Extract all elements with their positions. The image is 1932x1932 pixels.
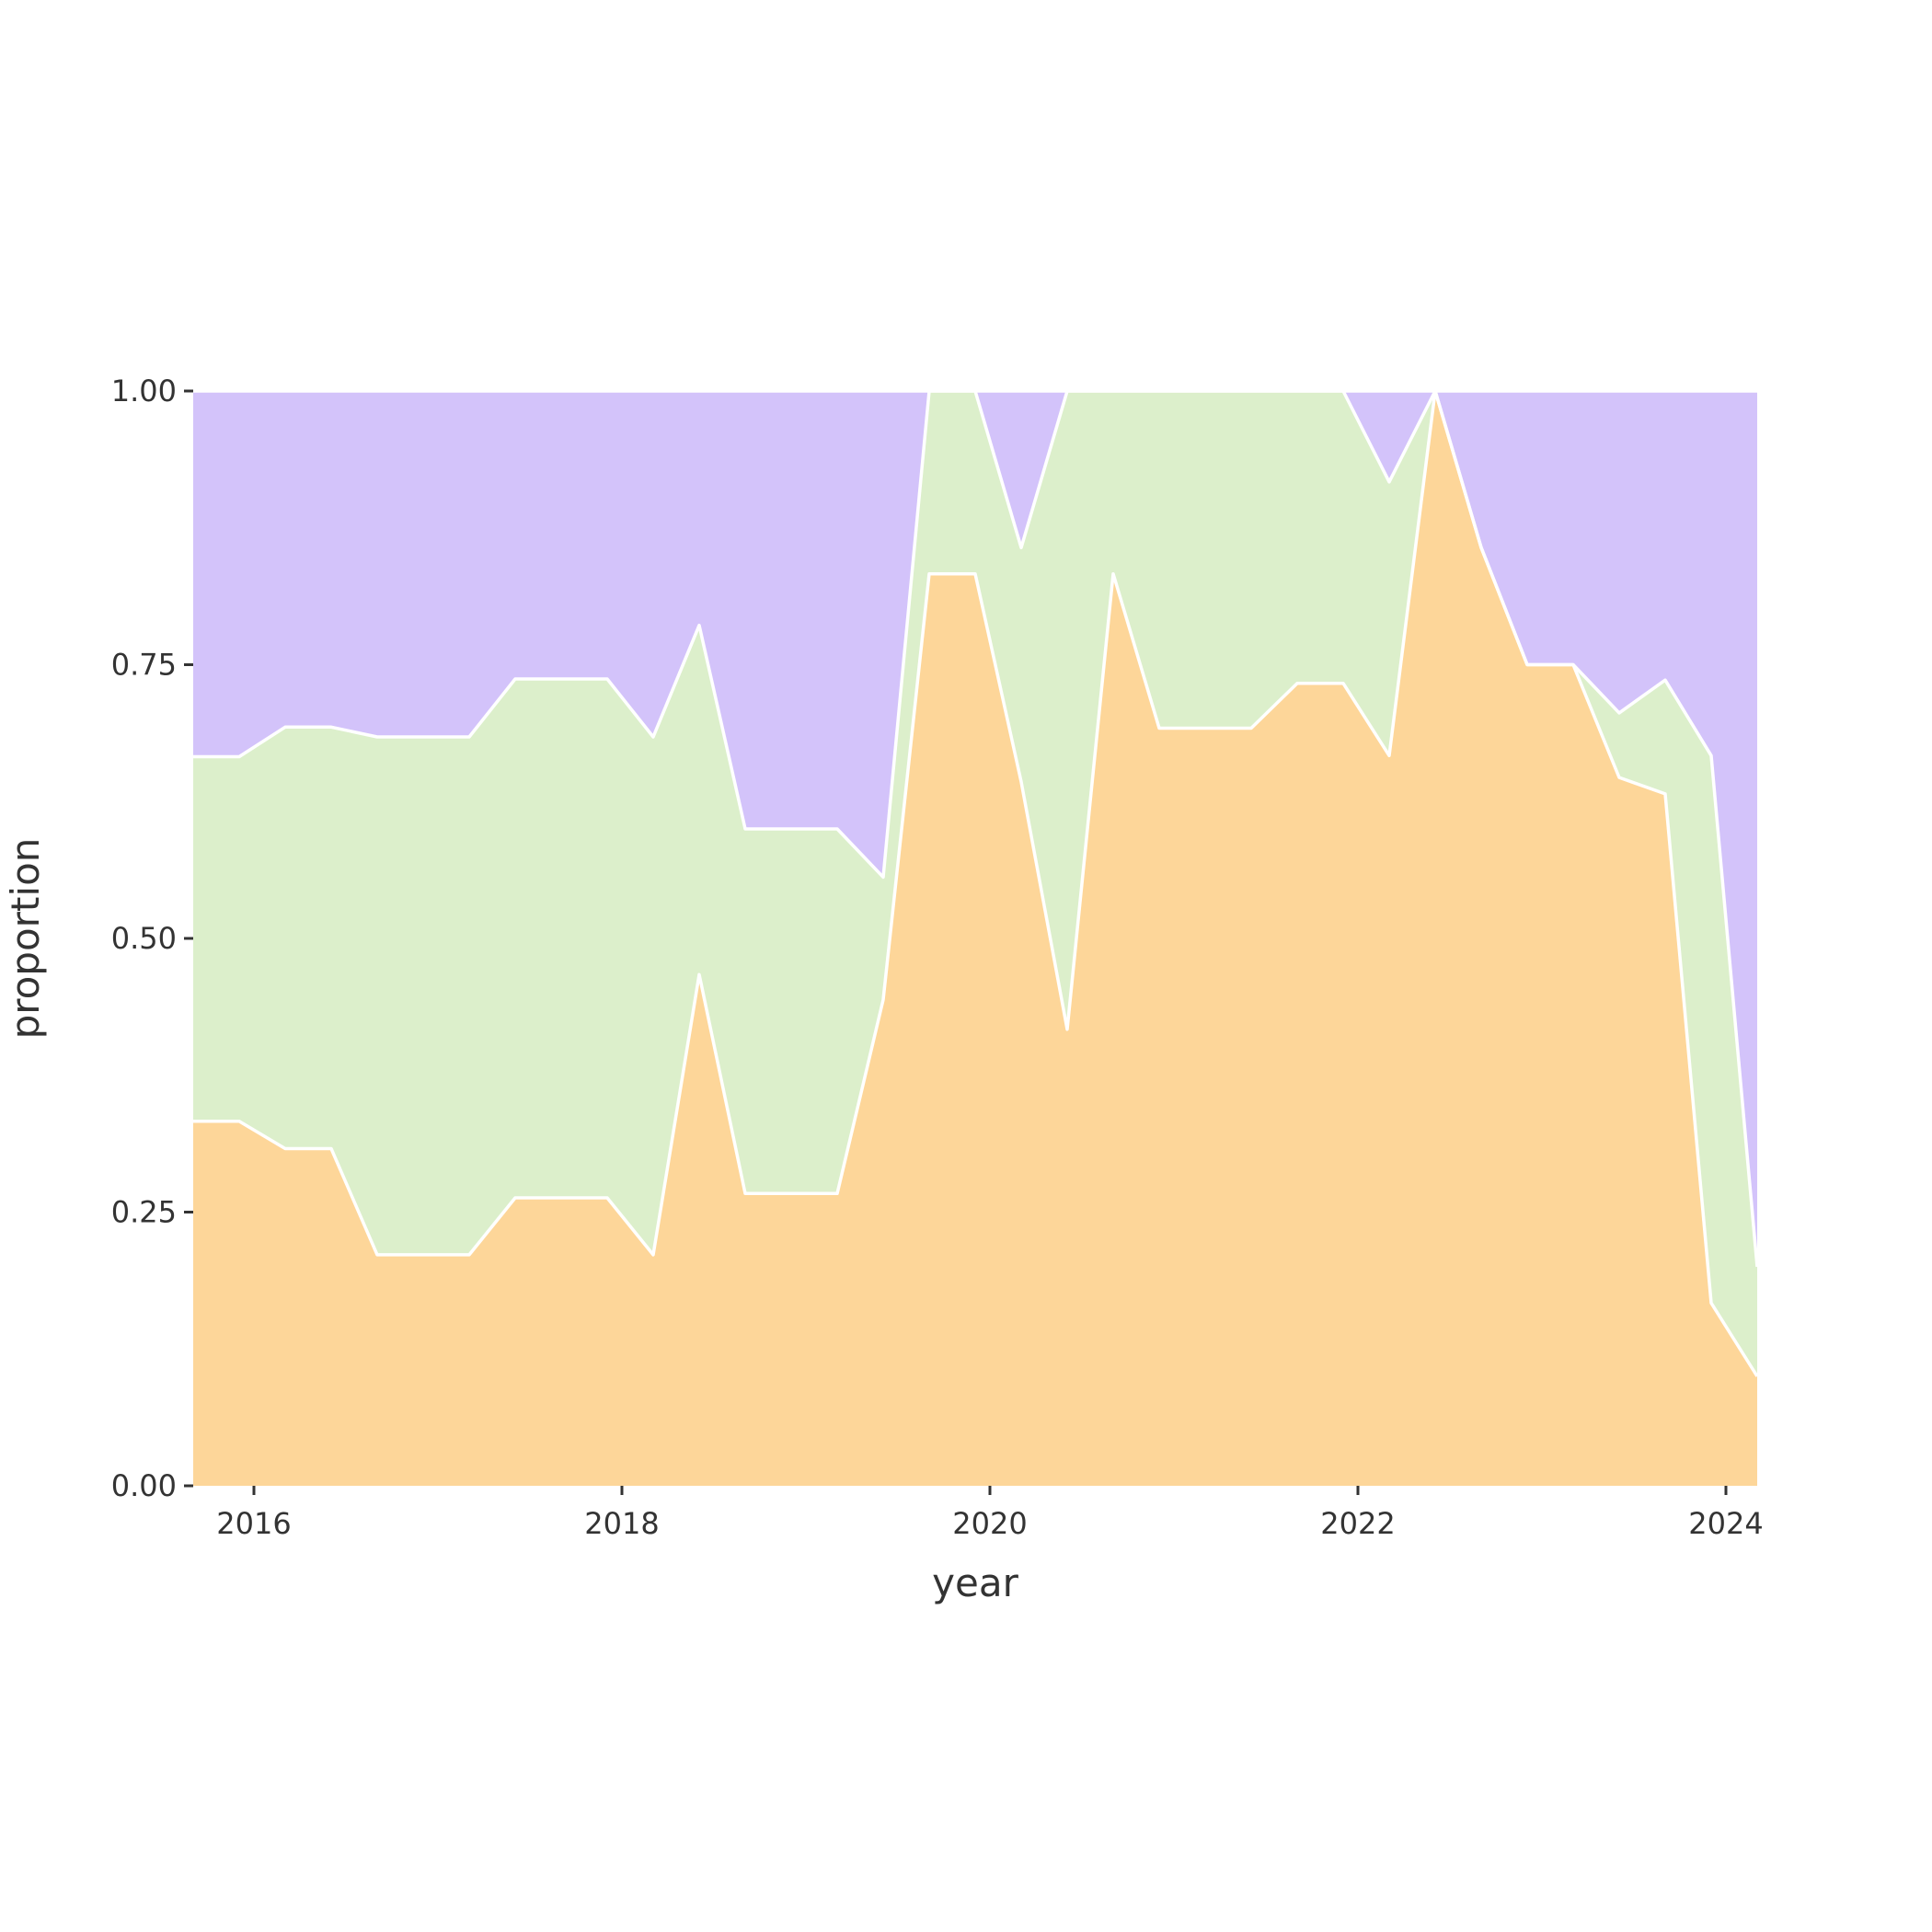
area-series-1 (193, 391, 1757, 1486)
y-tick-label: 0.00 (111, 1468, 177, 1503)
area-series-3 (193, 391, 1757, 1267)
y-tick-label: 0.50 (111, 921, 177, 956)
y-axis-title: proportion (3, 838, 48, 1040)
y-tick-label: 0.25 (111, 1195, 177, 1230)
x-axis-title: year (932, 1560, 1018, 1605)
x-tick-label: 2022 (1320, 1506, 1395, 1541)
area-series-2 (193, 391, 1757, 1376)
area-layers (193, 389, 1759, 1486)
y-axis: 0.00 0.25 0.50 0.75 1.00 (111, 374, 193, 1503)
y-tick-label: 0.75 (111, 648, 177, 683)
x-tick-label: 2024 (1688, 1506, 1763, 1541)
x-tick-label: 2020 (952, 1506, 1027, 1541)
x-tick-label: 2018 (584, 1506, 659, 1541)
x-axis: 2016 2018 2020 2022 2024 (216, 1486, 1764, 1541)
y-tick-label: 1.00 (111, 374, 177, 408)
x-tick-label: 2016 (216, 1506, 291, 1541)
